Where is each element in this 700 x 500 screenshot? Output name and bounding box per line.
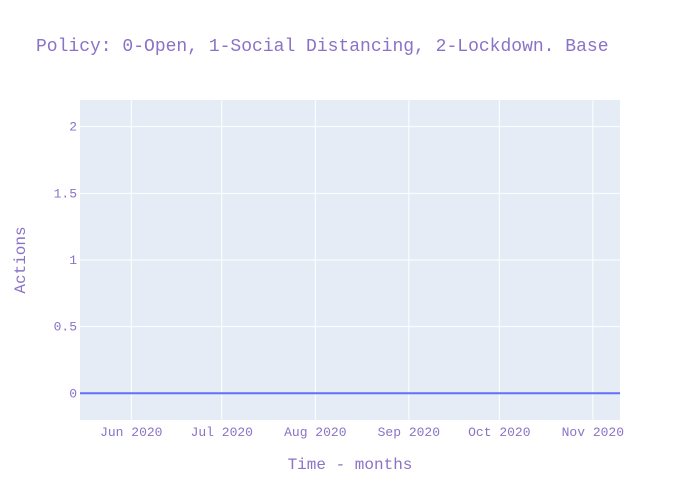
x-tick-label: Jul 2020 [191,425,253,440]
y-axis-title: Actions [12,226,30,293]
grid [80,100,620,420]
x-axis-title: Time - months [288,456,413,474]
chart-title: Policy: 0-Open, 1-Social Distancing, 2-L… [36,37,609,57]
y-tick-label: 0 [69,386,77,401]
y-tick-label: 1 [69,253,77,268]
tick-labels: Jun 2020 Jul 2020 Aug 2020 Sep 2020 Oct 2020… [54,120,624,440]
x-tick-label: Jun 2020 [100,425,162,440]
y-tick-label: 2 [69,120,77,135]
x-tick-label: Aug 2020 [284,425,346,440]
y-tick-label: 0.5 [54,320,77,335]
x-tick-label: Oct 2020 [468,425,530,440]
x-tick-label: Sep 2020 [378,425,440,440]
x-tick-label: Nov 2020 [562,425,624,440]
y-tick-label: 1.5 [54,186,77,201]
